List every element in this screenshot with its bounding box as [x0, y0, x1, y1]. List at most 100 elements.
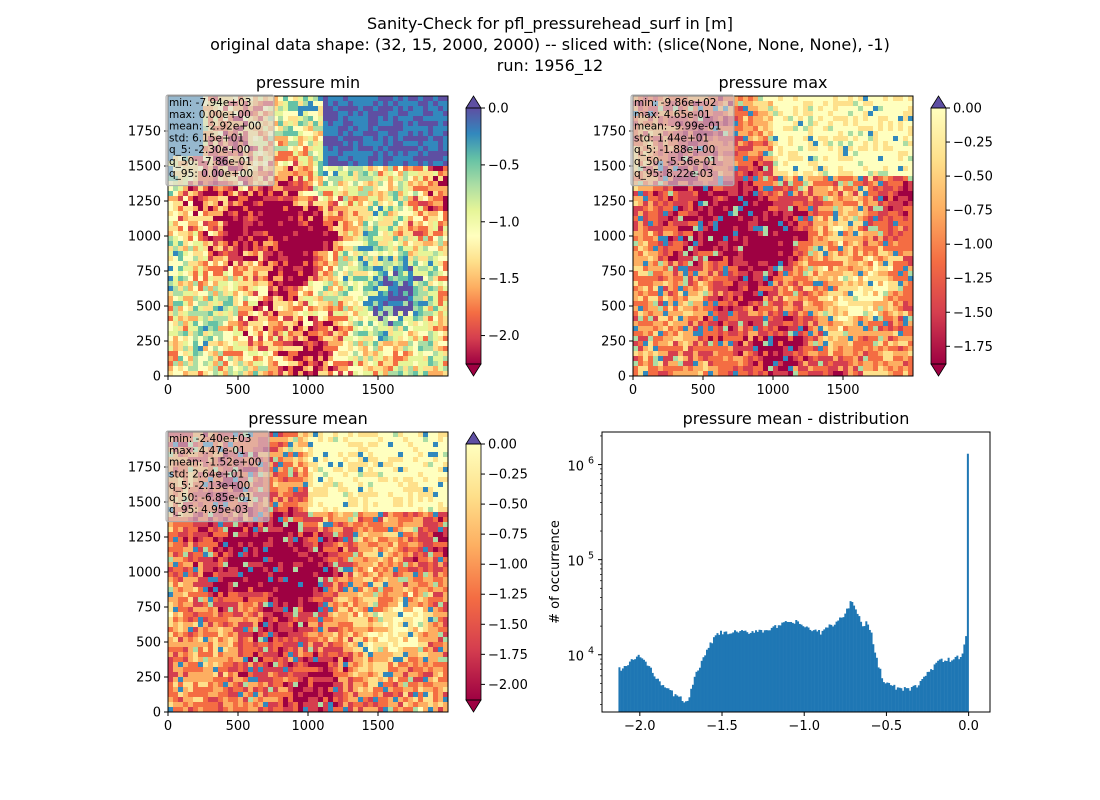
heatmap-cell — [908, 251, 914, 257]
heatmap-cell — [413, 351, 419, 357]
heatmap-cell — [308, 261, 314, 267]
heatmap-cell — [328, 361, 334, 367]
heatmap-cell — [418, 136, 424, 142]
heatmap-cell — [178, 246, 184, 252]
heatmap-cell — [318, 111, 324, 117]
heatmap-cell — [853, 141, 859, 147]
heatmap-cell — [208, 196, 214, 202]
heatmap-cell — [858, 106, 864, 112]
heatmap-cell — [793, 156, 799, 162]
heatmap-cell — [693, 246, 699, 252]
heatmap-cell — [293, 206, 299, 212]
heatmap-cell — [333, 206, 339, 212]
heatmap-cell — [238, 326, 244, 332]
heatmap-cell — [318, 116, 324, 122]
heatmap-cell — [853, 161, 859, 167]
heatmap-cell — [358, 271, 364, 277]
heatmap-cell — [408, 336, 414, 342]
heatmap-cell — [713, 211, 719, 217]
heatmap-cell — [438, 191, 444, 197]
heatmap-cell — [703, 206, 709, 212]
heatmap-cell — [758, 111, 764, 117]
heatmap-cell — [248, 236, 254, 242]
heatmap-cell — [818, 156, 824, 162]
heatmap-cell — [793, 196, 799, 202]
heatmap-cell — [363, 281, 369, 287]
heatmap-cell — [373, 116, 379, 122]
heatmap-cell — [443, 316, 449, 322]
heatmap-cell — [683, 211, 689, 217]
heatmap-cell — [298, 226, 304, 232]
heatmap-cell — [773, 216, 779, 222]
heatmap-cell — [343, 181, 349, 187]
heatmap-cell — [233, 331, 239, 337]
heatmap-cell — [333, 346, 339, 352]
heatmap-cell — [728, 231, 734, 237]
heatmap-cell — [783, 176, 789, 182]
heatmap-cell — [308, 241, 314, 247]
heatmap-cell — [883, 101, 889, 107]
heatmap-cell — [178, 286, 184, 292]
heatmap-cell — [398, 366, 404, 372]
heatmap-cell — [283, 306, 289, 312]
heatmap-cell — [358, 361, 364, 367]
heatmap-cell — [818, 201, 824, 207]
heatmap-cell — [418, 156, 424, 162]
heatmap-cell — [423, 256, 429, 262]
heatmap-cell — [278, 161, 284, 167]
heatmap-cell — [253, 321, 259, 327]
heatmap-cell — [198, 271, 204, 277]
heatmap-cell — [358, 201, 364, 207]
heatmap-cell — [898, 166, 904, 172]
heatmap-cell — [193, 221, 199, 227]
heatmap-cell — [413, 106, 419, 112]
heatmap-cell — [398, 371, 404, 377]
heatmap-cell — [733, 156, 739, 162]
heatmap-cell — [903, 141, 909, 147]
heatmap-cell — [808, 141, 814, 147]
heatmap-cell — [243, 241, 249, 247]
heatmap-cell — [233, 316, 239, 322]
heatmap-cell — [688, 206, 694, 212]
heatmap-cell — [803, 116, 809, 122]
heatmap-cell — [193, 356, 199, 362]
heatmap-cell — [868, 196, 874, 202]
heatmap-cell — [403, 101, 409, 107]
heatmap-cell — [363, 191, 369, 197]
heatmap-cell — [243, 206, 249, 212]
heatmap-cell — [293, 106, 299, 112]
heatmap-cell — [218, 341, 224, 347]
heatmap-cell — [358, 176, 364, 182]
heatmap-cell — [273, 361, 279, 367]
heatmap-cell — [853, 96, 859, 102]
heatmap-cell — [828, 231, 834, 237]
heatmap-cell — [203, 241, 209, 247]
heatmap-cell — [298, 361, 304, 367]
heatmap-cell — [358, 196, 364, 202]
heatmap-cell — [243, 196, 249, 202]
heatmap-cell — [308, 111, 314, 117]
heatmap-cell — [778, 201, 784, 207]
heatmap-cell — [338, 296, 344, 302]
heatmap-cell — [168, 311, 174, 317]
heatmap-cell — [388, 281, 394, 287]
heatmap-cell — [183, 326, 189, 332]
heatmap-cell — [393, 106, 399, 112]
heatmap-cell — [203, 246, 209, 252]
heatmap-cell — [908, 131, 914, 137]
heatmap-cell — [713, 186, 719, 192]
heatmap-cell — [733, 246, 739, 252]
heatmap-cell — [173, 301, 179, 307]
heatmap-cell — [838, 121, 844, 127]
heatmap-cell — [688, 191, 694, 197]
heatmap-cell — [333, 321, 339, 327]
heatmap-cell — [378, 186, 384, 192]
heatmap-cell — [358, 286, 364, 292]
heatmap-cell — [298, 346, 304, 352]
heatmap-cell — [883, 246, 889, 252]
heatmap-cell — [338, 226, 344, 232]
heatmap-cell — [688, 201, 694, 207]
heatmap-cell — [668, 221, 674, 227]
heatmap-cell — [443, 271, 449, 277]
heatmap-cell — [423, 226, 429, 232]
